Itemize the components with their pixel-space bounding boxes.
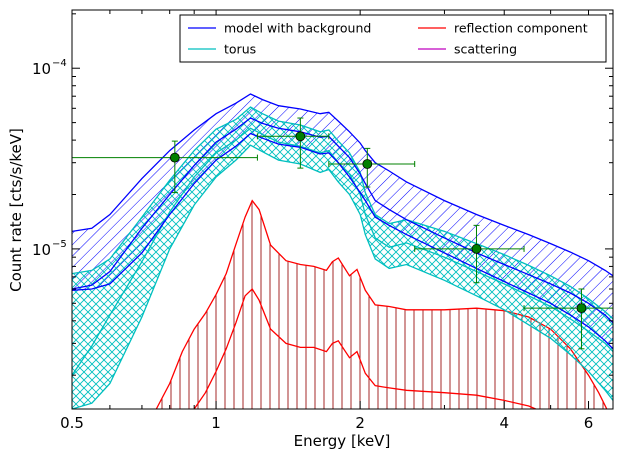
data-marker bbox=[471, 244, 482, 254]
torus-high-line bbox=[72, 106, 613, 320]
x-tick-label: 0.5 bbox=[60, 414, 84, 432]
data-marker bbox=[362, 159, 373, 169]
y-tick-label: 10 bbox=[32, 60, 51, 78]
torus-mid-line bbox=[72, 127, 613, 376]
y-tick-exponent: −4 bbox=[52, 58, 67, 69]
plot-frame bbox=[71, 9, 614, 410]
y-tick-label: 10 bbox=[32, 241, 51, 259]
data-points-layer bbox=[72, 117, 613, 350]
ticks-layer: 0.5 1 2 4 610−510−4 bbox=[32, 10, 613, 432]
legend-entry: torus bbox=[188, 42, 256, 57]
data-point-4 bbox=[414, 224, 525, 284]
lines-layer bbox=[72, 93, 613, 409]
x-tick-label: 2 bbox=[355, 414, 365, 432]
x-axis-label: Energy [keV] bbox=[294, 432, 391, 450]
data-marker bbox=[169, 152, 180, 163]
legend-entry: reflection component bbox=[418, 21, 588, 36]
legend-entry: model with background bbox=[188, 21, 371, 36]
torus-band bbox=[72, 107, 613, 409]
y-axis-label: Count rate [cts/s/keV] bbox=[7, 128, 25, 292]
legend-entry: scattering bbox=[418, 42, 517, 57]
data-marker bbox=[576, 303, 587, 314]
legend: model with background reflection componen… bbox=[179, 14, 607, 63]
reflection-lower-curve bbox=[193, 287, 538, 409]
legend-label: reflection component bbox=[454, 21, 588, 36]
legend-label: model with background bbox=[224, 21, 371, 36]
x-tick-label: 6 bbox=[584, 414, 594, 432]
legend-label: torus bbox=[224, 42, 256, 57]
x-tick-label: 1 bbox=[211, 414, 221, 432]
legend-box bbox=[179, 14, 607, 63]
y-tick-exponent: −5 bbox=[52, 239, 67, 250]
data-point-3 bbox=[328, 147, 416, 188]
data-point-2 bbox=[256, 117, 330, 169]
x-tick-label: 4 bbox=[499, 414, 509, 432]
model-low-line bbox=[72, 132, 613, 350]
legend-label: scattering bbox=[454, 42, 517, 57]
model-mid-line bbox=[72, 117, 613, 324]
data-point-5 bbox=[523, 288, 613, 350]
data-point-1 bbox=[72, 140, 258, 194]
model-high-line bbox=[72, 93, 613, 277]
torus-low-line bbox=[72, 144, 613, 409]
data-marker bbox=[295, 131, 306, 142]
reflection-layer bbox=[155, 199, 608, 409]
